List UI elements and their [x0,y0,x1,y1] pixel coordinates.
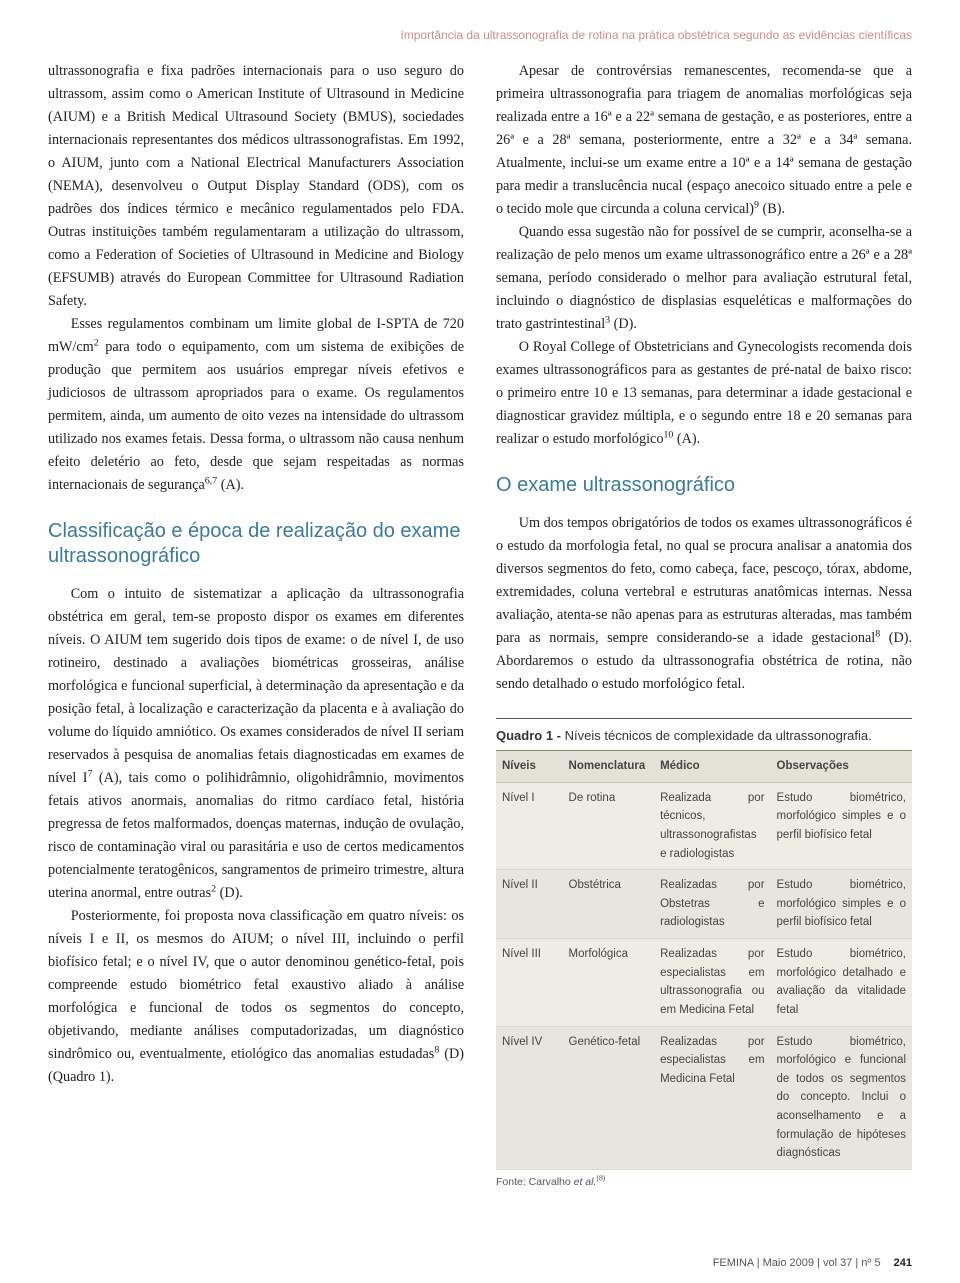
table-cell: De rotina [563,782,655,870]
page-number: 241 [894,1257,912,1269]
quadro-title-text: Níveis técnicos de complexidade da ultra… [565,728,872,743]
table-cell: Nível I [496,782,563,870]
citation-ref: 6,7 [205,475,217,486]
running-header: Importância da ultrassonografia de rotin… [48,28,912,42]
table-cell: Morfológica [563,939,655,1027]
table-cell: Nível IV [496,1026,563,1169]
section-heading-exam: O exame ultrassonográfico [496,473,912,498]
text: O Royal College of Obstetricians and Gyn… [496,339,912,447]
text: Com o intuito de sistematizar a aplicaçã… [48,586,464,786]
table-cell: Realizadas por Obstetras e radiologistas [654,870,770,939]
text: Apesar de controvérsias remanescentes, r… [496,63,912,217]
table-cell: Estudo biométrico, morfológico e funcion… [771,1026,912,1169]
right-para-4: Um dos tempos obrigatórios de todos os e… [496,512,912,696]
col-header: Médico [654,751,770,783]
table-cell: Nível II [496,870,563,939]
quadro-title: Quadro 1 - Níveis técnicos de complexida… [496,718,912,750]
left-para-4: Posteriormente, foi proposta nova classi… [48,905,464,1089]
text: Posteriormente, foi proposta nova classi… [48,908,464,1062]
citation-ref: 10 [663,429,673,440]
right-para-3: O Royal College of Obstetricians and Gyn… [496,336,912,451]
table-row: Nível IIIMorfológicaRealizadas por espec… [496,939,912,1027]
text: (B). [759,201,785,217]
text: (A). [673,431,700,447]
left-para-1: ultrassonografia e fixa padrões internac… [48,60,464,313]
quadro-table: Níveis Nomenclatura Médico Observações N… [496,750,912,1170]
table-cell: Estudo biométrico, morfológico simples e… [771,782,912,870]
right-para-1: Apesar de controvérsias remanescentes, r… [496,60,912,221]
left-column: ultrassonografia e fixa padrões internac… [48,60,464,1191]
table-row: Nível IIObstétricaRealizadas por Obstetr… [496,870,912,939]
table-row: Nível IDe rotinaRealizada por técnicos, … [496,782,912,870]
col-header: Observações [771,751,912,783]
table-cell: Realizadas por especialistas em ultrasso… [654,939,770,1027]
col-header: Nomenclatura [563,751,655,783]
text: (D). [216,885,243,901]
text-italic: et al. [574,1176,597,1188]
table-cell: Realizada por técnicos, ultrassonografis… [654,782,770,870]
table-cell: Genético-fetal [563,1026,655,1169]
table-cell: Estudo biométrico, morfológico simples e… [771,870,912,939]
text: (A), tais como o polihidrâmnio, oligohid… [48,770,464,901]
quadro-1: Quadro 1 - Níveis técnicos de complexida… [496,718,912,1191]
journal-info: FEMINA | Maio 2009 | vol 37 | nº 5 [713,1257,881,1269]
left-para-3: Com o intuito de sistematizar a aplicaçã… [48,583,464,905]
quadro-title-bold: Quadro 1 - [496,728,565,743]
text: Fonte: Carvalho [496,1176,574,1188]
table-cell: Nível III [496,939,563,1027]
evidence-grade: (A). [217,477,244,493]
table-cell: Estudo biométrico, morfológico detalhado… [771,939,912,1027]
left-para-2: Esses regulamentos combinam um limite gl… [48,313,464,497]
text: para todo o equipamento, com um sistema … [48,339,464,493]
table-cell: Realizadas por especialistas em Medicina… [654,1026,770,1169]
table-cell: Obstétrica [563,870,655,939]
table-row: Nível IVGenético-fetalRealizadas por esp… [496,1026,912,1169]
right-para-2: Quando essa sugestão não for possível de… [496,221,912,336]
table-header-row: Níveis Nomenclatura Médico Observações [496,751,912,783]
col-header: Níveis [496,751,563,783]
right-column: Apesar de controvérsias remanescentes, r… [496,60,912,1191]
quadro-footnote: Fonte: Carvalho et al.(8) [496,1170,912,1191]
text: Quando essa sugestão não for possível de… [496,224,912,332]
quadro-tbody: Nível IDe rotinaRealizada por técnicos, … [496,782,912,1169]
section-heading-classification: Classificação e época de realização do e… [48,519,464,569]
citation-ref: (8) [596,1173,605,1182]
text: Um dos tempos obrigatórios de todos os e… [496,515,912,646]
page-footer: FEMINA | Maio 2009 | vol 37 | nº 5 241 [713,1257,912,1269]
text: (D). [610,316,637,332]
